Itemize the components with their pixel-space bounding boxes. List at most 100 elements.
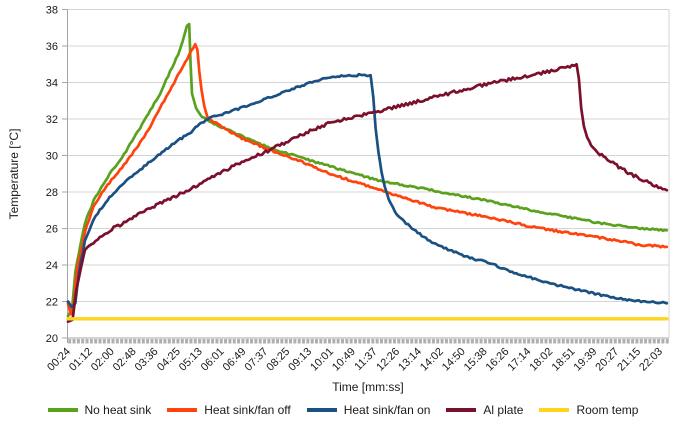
legend-color-swatch [446, 408, 477, 412]
x-minor-tick [505, 339, 509, 344]
x-minor-tick [379, 339, 383, 344]
x-tick-label: 05:13 [177, 346, 205, 374]
legend-item: Heat sink/fan on [306, 403, 430, 417]
x-tick-label: 02:48 [111, 346, 139, 374]
x-minor-tick [267, 339, 271, 344]
x-tick-label: 16:26 [484, 346, 512, 374]
x-tick-label: 18:51 [550, 346, 578, 374]
x-minor-tick [102, 339, 106, 344]
x-minor-tick [535, 339, 539, 344]
x-tick-label: 01:12 [67, 346, 95, 374]
x-minor-tick [353, 339, 357, 344]
x-minor-tick [349, 339, 353, 344]
x-minor-tick [514, 339, 518, 344]
x-minor-tick [371, 339, 375, 344]
y-tick-label: 32 [46, 114, 58, 126]
x-minor-tick [622, 339, 626, 344]
y-tick-label: 36 [46, 41, 58, 53]
legend-item: Heat sink/fan off [167, 403, 291, 417]
x-minor-tick [89, 339, 93, 344]
x-minor-tick [570, 339, 574, 344]
x-minor-tick [388, 339, 392, 344]
x-minor-tick [488, 339, 492, 344]
x-minor-tick [176, 339, 180, 344]
x-minor-tick [631, 339, 635, 344]
x-minor-tick [167, 339, 171, 344]
x-minor-tick [180, 339, 184, 344]
x-minor-tick [544, 339, 548, 344]
x-minor-tick [527, 339, 531, 344]
x-minor-tick [284, 339, 288, 344]
x-minor-tick [336, 339, 340, 344]
x-tick-label: 04:25 [155, 346, 183, 374]
x-tick-label: 21:15 [615, 346, 643, 374]
x-minor-tick [444, 339, 448, 344]
x-minor-tick [211, 339, 215, 344]
x-minor-tick [115, 339, 119, 344]
x-minor-tick [133, 339, 137, 344]
legend-item: Al plate [446, 403, 523, 417]
series-line-no-heat-sink [66, 22, 669, 318]
x-minor-tick [137, 339, 141, 344]
x-tick-label: 14:50 [440, 346, 468, 374]
series-line-al-plate [66, 62, 669, 323]
legend-item: No heat sink [47, 403, 151, 417]
x-minor-tick [626, 339, 630, 344]
x-minor-tick [263, 339, 267, 344]
x-minor-tick [648, 339, 652, 344]
y-tick-label: 38 [46, 5, 58, 17]
x-minor-tick [522, 339, 526, 344]
x-minor-tick [401, 339, 405, 344]
x-minor-tick [232, 339, 236, 344]
x-tick-label: 20:27 [593, 346, 621, 374]
x-minor-tick [613, 339, 617, 344]
x-tick-label: 10:01 [308, 346, 336, 374]
x-minor-tick [228, 339, 232, 344]
x-minor-tick [553, 339, 557, 344]
x-minor-tick [94, 339, 98, 344]
x-tick-label: 17:14 [505, 346, 533, 374]
x-minor-tick [592, 339, 596, 344]
x-minor-tick [202, 339, 206, 344]
x-tick-label: 22:03 [637, 346, 665, 374]
y-tick-label: 22 [46, 297, 58, 309]
x-minor-tick [81, 339, 85, 344]
x-minor-tick [206, 339, 210, 344]
chart-legend: No heat sink Heat sink/fan off Heat sink/f… [0, 403, 686, 417]
x-tick-label: 07:37 [243, 346, 271, 374]
x-minor-tick [219, 339, 223, 344]
x-minor-tick [193, 339, 197, 344]
y-tick-label: 24 [46, 260, 58, 272]
x-minor-tick [150, 339, 154, 344]
x-minor-tick [661, 339, 665, 344]
x-tick-label: 06:49 [221, 346, 249, 374]
x-tick-label: 11:37 [352, 346, 379, 373]
x-minor-tick [362, 339, 366, 344]
x-axis-title: Time [mm:ss] [332, 380, 404, 394]
x-minor-tick [85, 339, 89, 344]
x-minor-tick [457, 339, 461, 344]
x-minor-tick [237, 339, 241, 344]
x-minor-tick [605, 339, 609, 344]
x-minor-tick [431, 339, 435, 344]
x-minor-tick [548, 339, 552, 344]
plot-area: 20 22 24 26 28 30 32 34 36 38 00:2401:1202:0002:48… [45, 5, 670, 374]
x-minor-tick [449, 339, 453, 344]
series-line-heat-sink-fan-on [66, 72, 669, 309]
x-minor-tick [475, 339, 479, 344]
x-tick-label: 13:14 [396, 346, 424, 374]
x-minor-tick [172, 339, 176, 344]
x-minor-tick [583, 339, 587, 344]
x-minor-tick [107, 339, 111, 344]
x-minor-tick [618, 339, 622, 344]
x-minor-tick [466, 339, 470, 344]
x-minor-tick [72, 339, 76, 344]
x-minor-tick [579, 339, 583, 344]
x-minor-tick [189, 339, 193, 344]
legend-label: Heat sink/fan off [204, 403, 291, 417]
x-tick-label: 14:02 [418, 346, 446, 374]
x-minor-tick [492, 339, 496, 344]
x-minor-tick [405, 339, 409, 344]
x-minor-tick [302, 339, 306, 344]
x-minor-tick [366, 339, 370, 344]
